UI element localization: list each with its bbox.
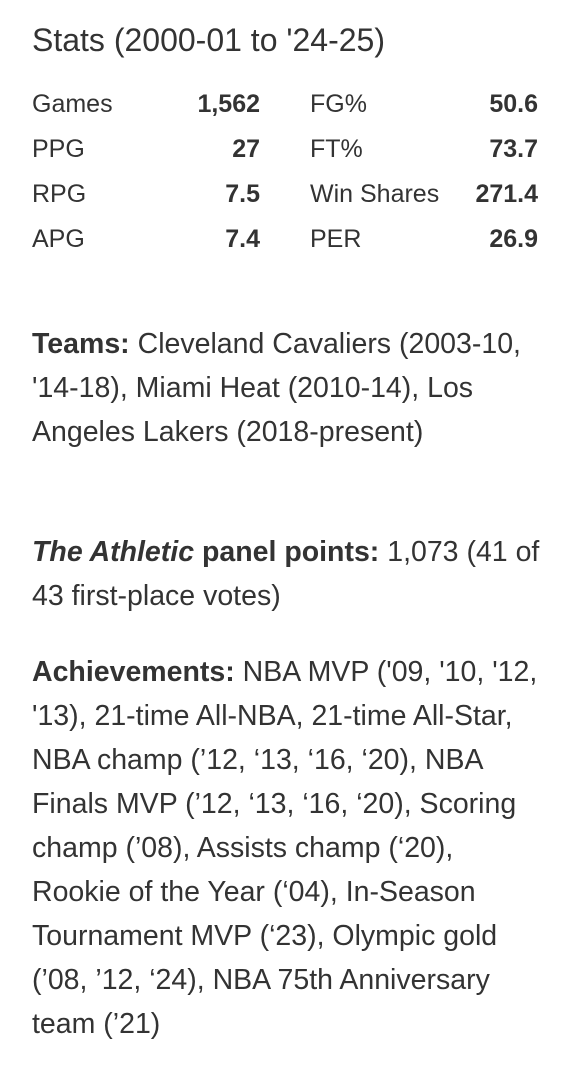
achievements-text: NBA MVP ('09, '10, '12, '13), 21-time Al…: [32, 656, 538, 1040]
stat-label-win-shares: Win Shares: [310, 180, 440, 208]
teams-text: Cleveland Cavaliers (2003-10, '14-18), M…: [32, 328, 521, 448]
panel-points-text: 1,073 (41 of 43 first-place votes): [32, 536, 540, 612]
stat-label-per: PER: [310, 225, 362, 253]
stat-value-fg-pct: 50.6: [489, 90, 538, 118]
stat-label-ppg: PPG: [32, 135, 85, 163]
teams-label: Teams:: [32, 328, 130, 360]
stats-title: Stats (2000-01 to '24-25): [32, 22, 385, 58]
stat-value-games: 1,562: [197, 90, 260, 118]
panel-points-paragraph: The Athletic panel points: 1,073 (41 of …: [32, 530, 542, 618]
stat-value-rpg: 7.5: [225, 180, 260, 208]
panel-label: panel points:: [194, 536, 380, 568]
panel-label-publication: The Athletic: [32, 536, 195, 568]
stat-label-ft-pct: FT%: [310, 135, 363, 163]
stat-label-fg-pct: FG%: [310, 90, 367, 118]
stat-value-per: 26.9: [489, 225, 538, 253]
stat-label-apg: APG: [32, 225, 85, 253]
stat-label-games: Games: [32, 90, 113, 118]
stats-row-rpg: RPG 7.5 Win Shares 271.4: [32, 172, 542, 217]
stat-value-apg: 7.4: [225, 225, 260, 253]
stats-row-ppg: PPG 27 FT% 73.7: [32, 127, 542, 172]
teams-paragraph: Teams: Cleveland Cavaliers (2003-10, '14…: [32, 322, 542, 454]
achievements-label: Achievements:: [32, 656, 235, 688]
stats-table: Games 1,562 FG% 50.6 PPG 27 FT% 73.7 RPG…: [32, 82, 542, 262]
stat-value-ppg: 27: [232, 135, 260, 163]
stat-value-ft-pct: 73.7: [489, 135, 538, 163]
stat-value-win-shares: 271.4: [475, 180, 538, 208]
stats-row-apg: APG 7.4 PER 26.9: [32, 217, 542, 262]
stats-row-games: Games 1,562 FG% 50.6: [32, 82, 542, 127]
achievements-paragraph: Achievements: NBA MVP ('09, '10, '12, '1…: [32, 650, 542, 1046]
stat-label-rpg: RPG: [32, 180, 87, 208]
